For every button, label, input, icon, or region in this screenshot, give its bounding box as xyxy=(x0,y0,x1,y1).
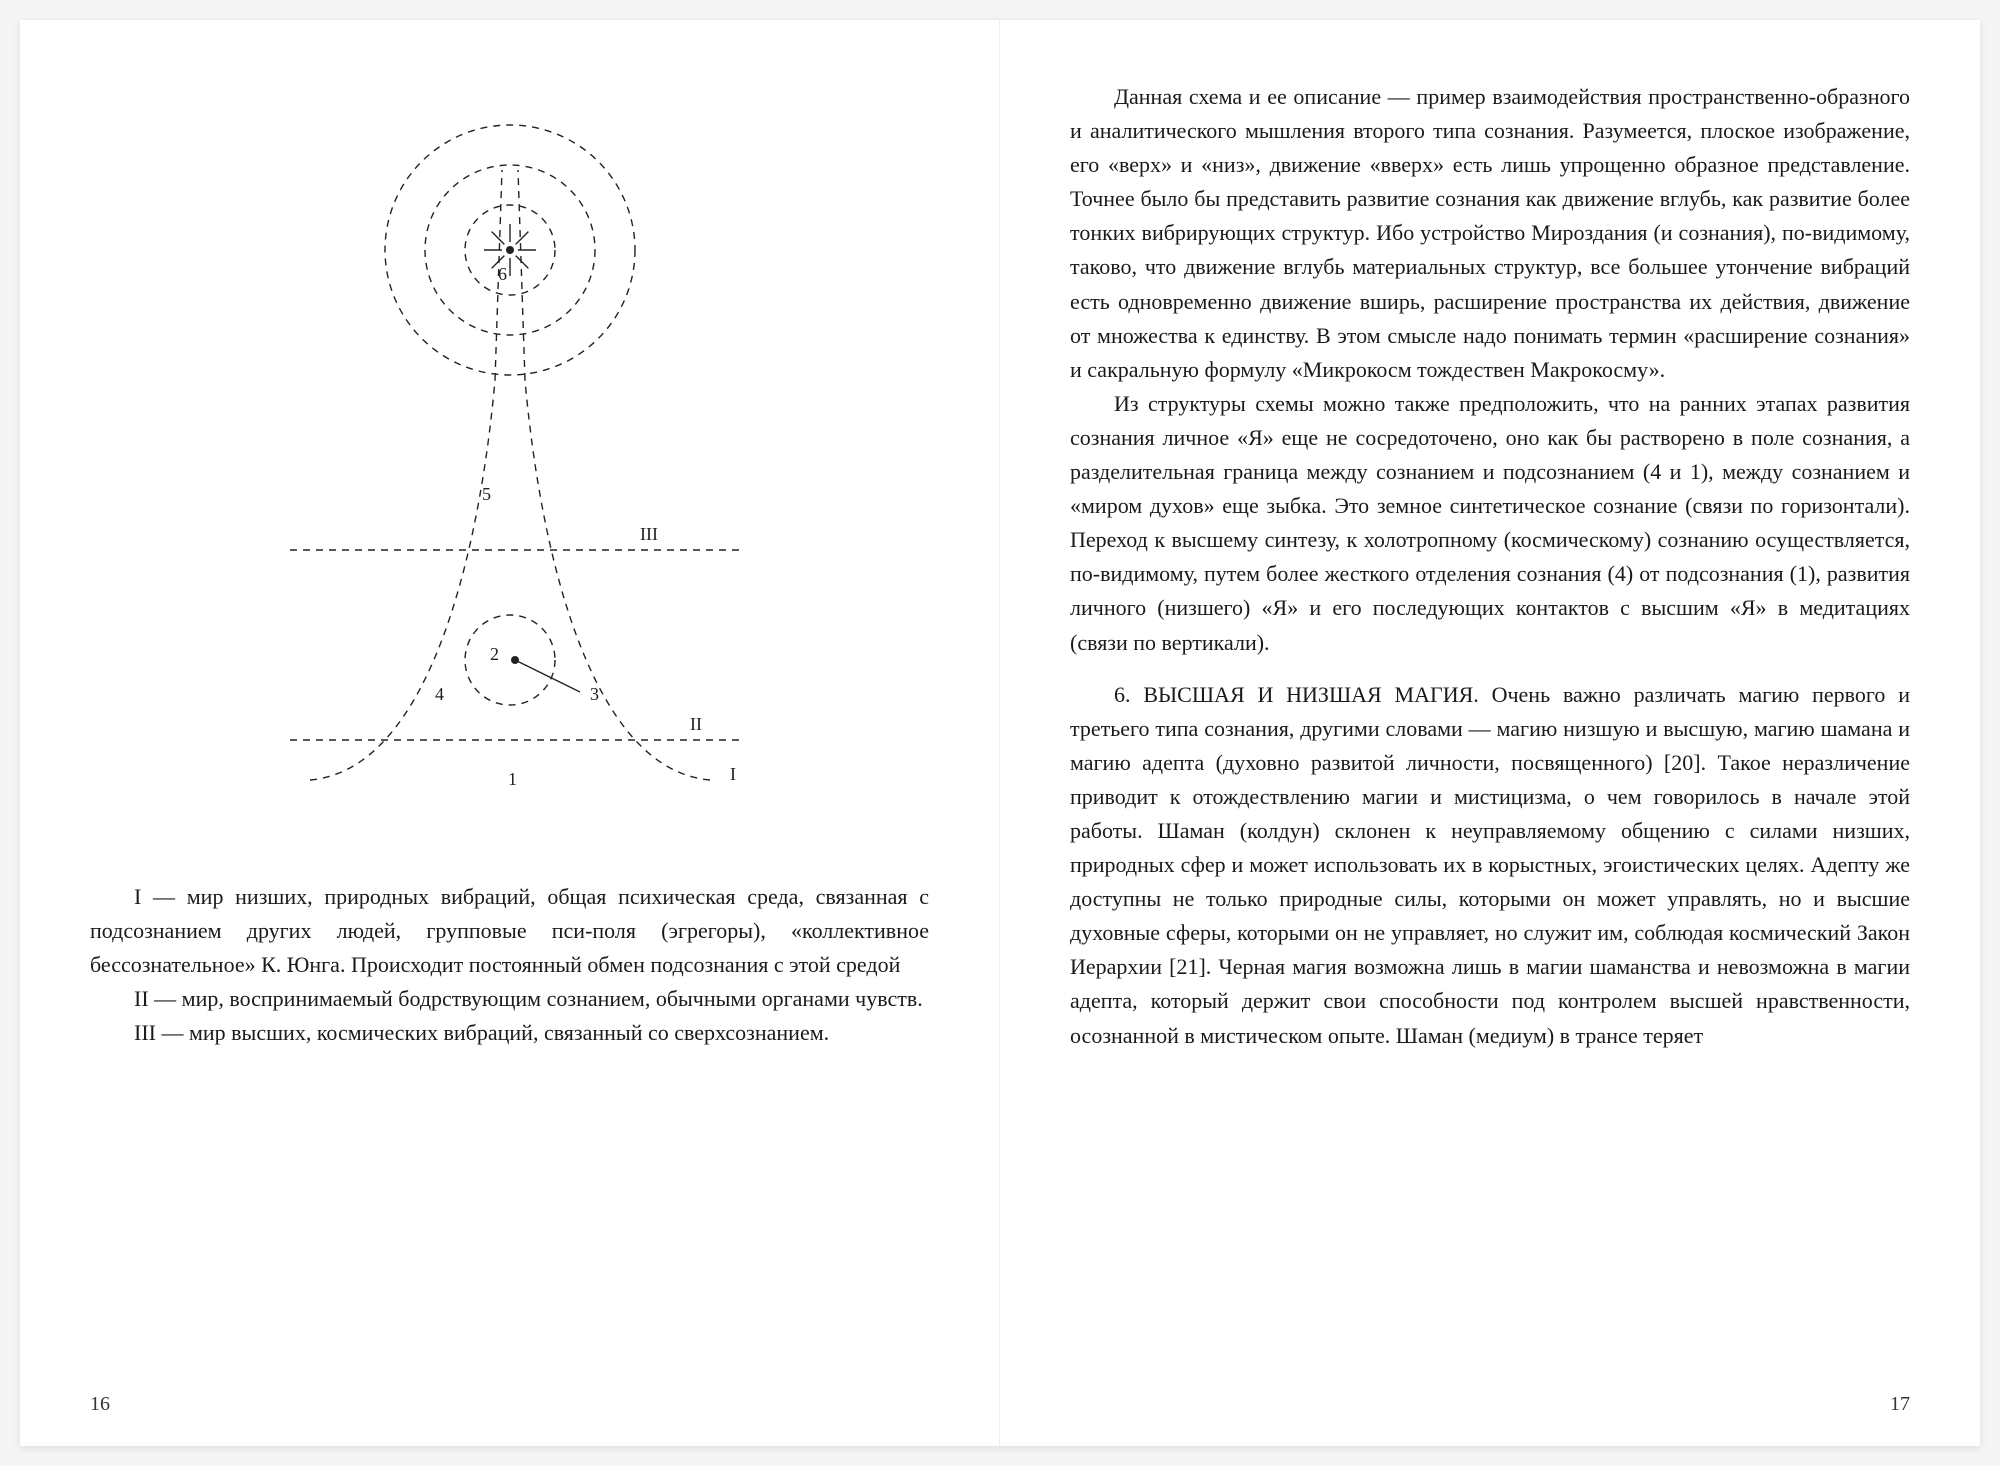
svg-text:III: III xyxy=(640,524,658,544)
paragraph-3: 6. ВЫСШАЯ И НИЗШАЯ МАГИЯ. Очень важно ра… xyxy=(1070,678,1910,1053)
legend-item-1: I — мир низших, природных вибраций, обща… xyxy=(90,880,929,982)
paragraph-2: Из структуры схемы можно также предполож… xyxy=(1070,387,1910,660)
page-number-left: 16 xyxy=(90,1393,110,1416)
consciousness-diagram: IIIIII652341 xyxy=(250,80,770,820)
svg-text:4: 4 xyxy=(435,684,444,704)
legend-item-3: III — мир высших, космических вибраций, … xyxy=(90,1016,929,1050)
svg-text:6: 6 xyxy=(498,264,507,284)
svg-text:II: II xyxy=(690,714,702,734)
diagram-area: IIIIII652341 xyxy=(90,80,929,820)
svg-text:3: 3 xyxy=(590,684,599,704)
page-number-right: 17 xyxy=(1890,1393,1910,1416)
svg-text:5: 5 xyxy=(482,484,491,504)
svg-text:I: I xyxy=(730,764,736,784)
svg-text:1: 1 xyxy=(508,769,517,789)
page-right: Данная схема и ее описание — пример взаи… xyxy=(1000,20,1980,1446)
section-break xyxy=(1070,660,1910,678)
legend-item-2: II — мир, воспринимаемый бодрствующим со… xyxy=(90,982,929,1016)
svg-text:2: 2 xyxy=(490,644,499,664)
paragraph-1: Данная схема и ее описание — пример взаи… xyxy=(1070,80,1910,387)
legend: I — мир низших, природных вибраций, обща… xyxy=(90,880,929,1050)
book-spread: IIIIII652341 I — мир низших, природных в… xyxy=(20,20,1980,1446)
page-left: IIIIII652341 I — мир низших, природных в… xyxy=(20,20,1000,1446)
body-text: Данная схема и ее описание — пример взаи… xyxy=(1070,80,1910,1053)
